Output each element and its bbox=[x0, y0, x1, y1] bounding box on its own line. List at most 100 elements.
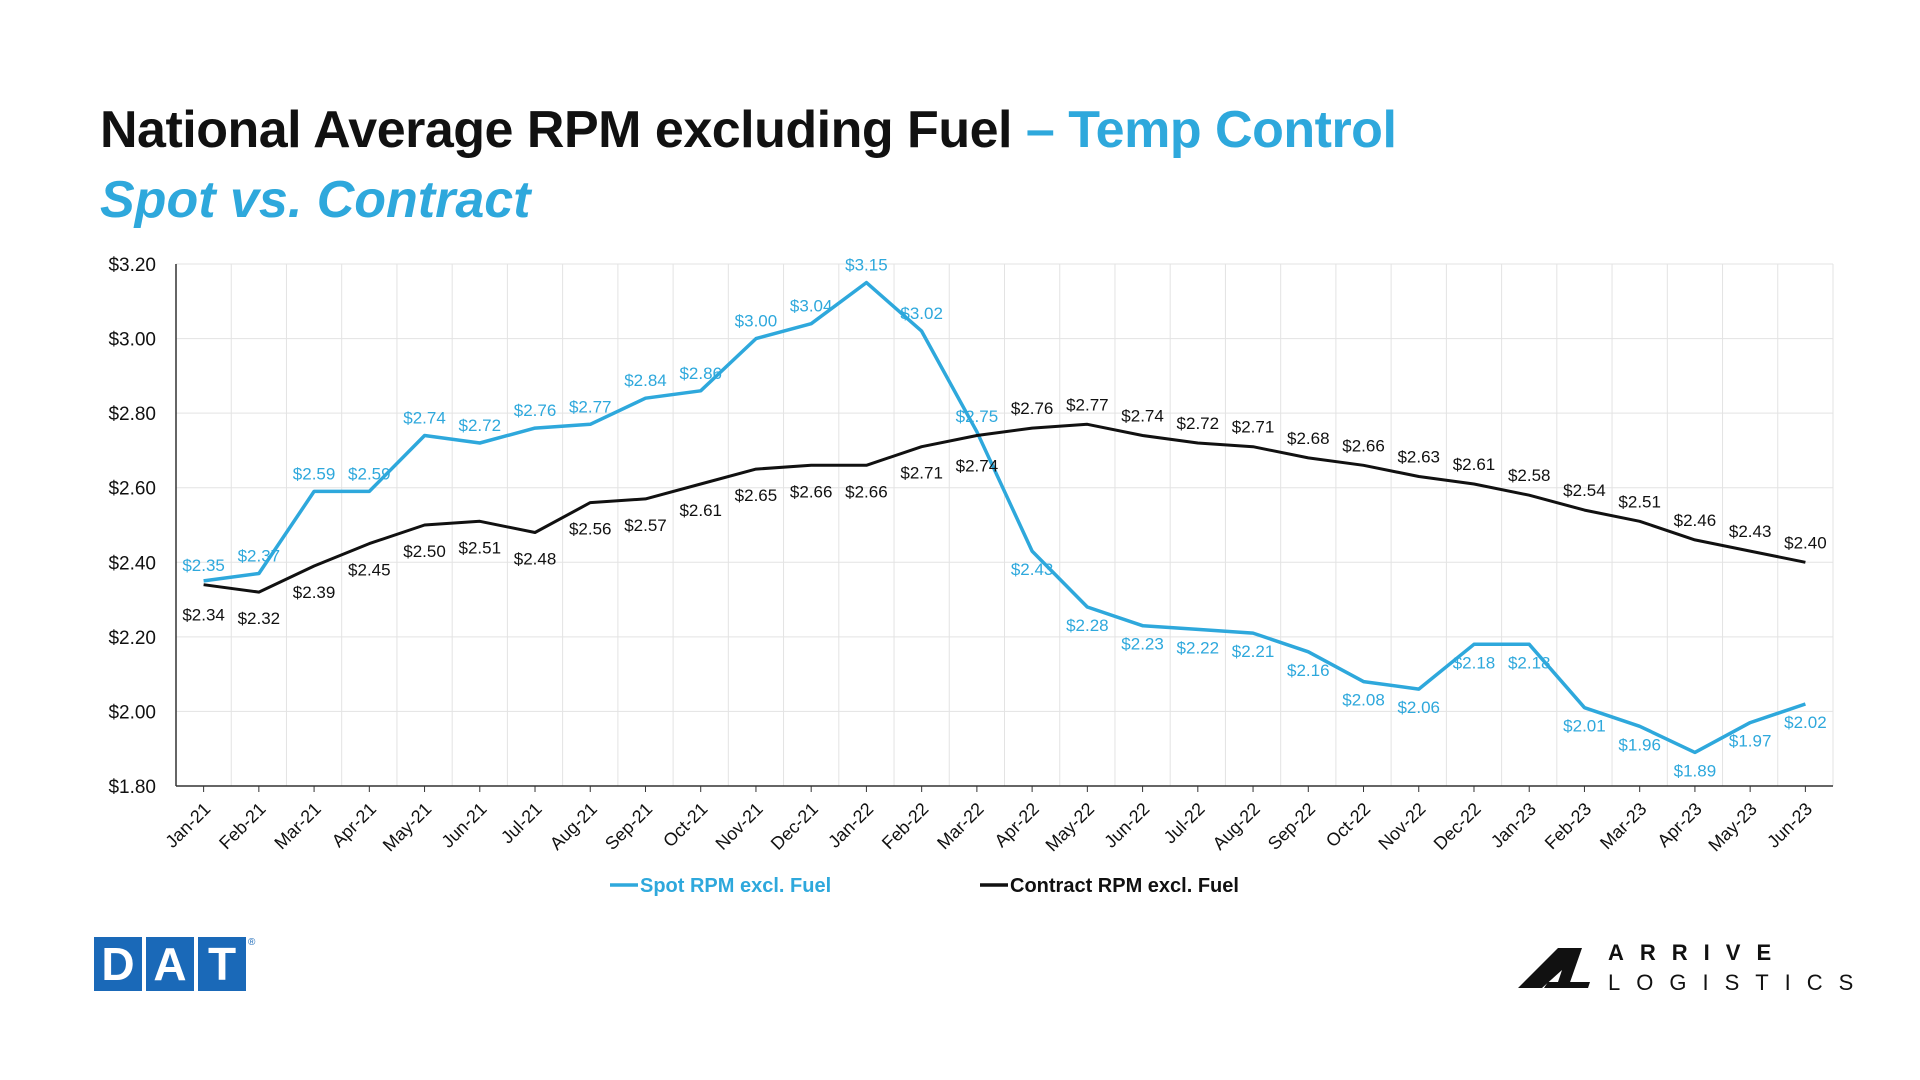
x-tick-label: Jan-23 bbox=[1487, 799, 1540, 852]
spot-data-label: $2.75 bbox=[956, 407, 999, 426]
contract-data-label: $2.71 bbox=[900, 464, 943, 483]
contract-data-label: $2.74 bbox=[956, 457, 999, 476]
x-tick-label: Jan-22 bbox=[824, 799, 877, 852]
spot-data-label: $2.35 bbox=[182, 556, 225, 575]
x-tick-label: Feb-23 bbox=[1541, 799, 1595, 853]
x-tick-label: Aug-22 bbox=[1209, 799, 1264, 854]
y-tick-label: $2.80 bbox=[108, 404, 156, 425]
contract-data-label: $2.34 bbox=[182, 606, 225, 625]
contract-data-label: $2.46 bbox=[1674, 511, 1717, 530]
line-chart: $1.80 $2.00 $2.20 $2.40 $2.60 $2.80 $3.00 $3.20… bbox=[108, 255, 1834, 897]
x-tick-label: Sep-21 bbox=[601, 799, 656, 854]
x-tick-label: Jun-22 bbox=[1100, 799, 1153, 852]
spot-data-label: $2.59 bbox=[293, 464, 336, 483]
x-tick-label: Mar-23 bbox=[1596, 799, 1650, 853]
spot-data-label: $2.22 bbox=[1177, 638, 1220, 657]
x-tick-label: Feb-21 bbox=[215, 799, 269, 853]
spot-data-label: $1.97 bbox=[1729, 732, 1772, 751]
x-tick-label: Nov-22 bbox=[1374, 799, 1429, 854]
y-tick-label: $2.60 bbox=[108, 479, 156, 500]
contract-data-label: $2.50 bbox=[403, 542, 446, 561]
contract-data-label: $2.51 bbox=[1618, 492, 1661, 511]
contract-data-label: $2.32 bbox=[238, 609, 281, 628]
spot-data-label: $2.28 bbox=[1066, 616, 1109, 635]
contract-series-line bbox=[203, 422, 1806, 594]
chart-title-main: National Average RPM excluding Fuel bbox=[100, 101, 1012, 159]
contract-data-label: $2.72 bbox=[1177, 414, 1220, 433]
arrive-a-mark-icon bbox=[1518, 948, 1590, 988]
contract-data-label: $2.76 bbox=[1011, 399, 1054, 418]
spot-data-label: $3.15 bbox=[845, 256, 888, 275]
x-tick-label: Dec-22 bbox=[1430, 799, 1485, 854]
arrive-wordmark: ARRIVE bbox=[1608, 940, 1788, 965]
contract-data-label: $2.40 bbox=[1784, 533, 1827, 552]
spot-data-label: $2.06 bbox=[1397, 698, 1440, 717]
x-tick-label: Nov-21 bbox=[712, 799, 767, 854]
contract-data-label: $2.45 bbox=[348, 561, 391, 580]
y-tick-label: $2.20 bbox=[108, 628, 156, 649]
y-tick-label: $3.00 bbox=[108, 330, 156, 351]
x-tick-label: May-23 bbox=[1704, 799, 1761, 856]
x-tick-label: Aug-21 bbox=[546, 799, 601, 854]
contract-data-label: $2.74 bbox=[1121, 407, 1164, 426]
arrive-logistics-logo: ARRIVE LOGISTICS bbox=[1518, 938, 1869, 998]
dat-registered-mark: ® bbox=[248, 937, 256, 948]
x-tick-label: Sep-22 bbox=[1264, 799, 1319, 854]
contract-data-label: $2.66 bbox=[1342, 436, 1385, 455]
spot-data-label: $1.96 bbox=[1618, 735, 1661, 754]
dat-logo-letter: T bbox=[198, 937, 246, 991]
x-tick-label: Oct-21 bbox=[659, 799, 711, 851]
contract-data-label: $2.77 bbox=[1066, 395, 1109, 414]
y-tick-label: $3.20 bbox=[108, 255, 156, 276]
x-tick-label: Apr-23 bbox=[1653, 799, 1705, 851]
contract-data-label: $2.63 bbox=[1397, 448, 1440, 467]
spot-data-label: $2.23 bbox=[1121, 635, 1164, 654]
x-tick-label: Feb-22 bbox=[878, 799, 932, 853]
chart-title-accent: – Temp Control bbox=[1025, 101, 1397, 159]
x-tick-label: Apr-22 bbox=[991, 799, 1043, 851]
contract-data-label: $2.54 bbox=[1563, 481, 1606, 500]
x-tick-label: Apr-21 bbox=[328, 799, 380, 851]
contract-data-label: $2.71 bbox=[1232, 418, 1275, 437]
x-tick-label: Jul-21 bbox=[497, 799, 546, 848]
spot-data-label: $2.74 bbox=[403, 409, 446, 428]
contract-data-label: $2.56 bbox=[569, 520, 612, 539]
contract-data-label: $2.68 bbox=[1287, 429, 1330, 448]
spot-data-label: $2.84 bbox=[624, 371, 667, 390]
spot-data-label: $2.72 bbox=[459, 416, 502, 435]
legend-label: Spot RPM excl. Fuel bbox=[640, 875, 831, 897]
dat-logo-letter: D bbox=[94, 937, 142, 991]
x-tick-label: Jul-22 bbox=[1160, 799, 1209, 848]
spot-data-label: $2.86 bbox=[679, 364, 722, 383]
x-tick-label: Dec-21 bbox=[767, 799, 822, 854]
x-tick-label: May-21 bbox=[379, 799, 436, 856]
contract-data-label: $2.65 bbox=[735, 486, 778, 505]
spot-data-label: $2.43 bbox=[1011, 560, 1054, 579]
spot-data-label: $3.04 bbox=[790, 297, 833, 316]
contract-data-label: $2.51 bbox=[459, 538, 502, 557]
x-tick-label: Jun-21 bbox=[438, 799, 491, 852]
chart-subtitle: Spot vs. Contract bbox=[100, 171, 531, 229]
spot-data-label: $2.77 bbox=[569, 397, 612, 416]
spot-data-label: $2.18 bbox=[1508, 653, 1551, 672]
spot-data-label: $2.02 bbox=[1784, 713, 1827, 732]
spot-data-label: $2.37 bbox=[238, 546, 281, 565]
spot-data-label: $2.08 bbox=[1342, 691, 1385, 710]
spot-data-label: $3.02 bbox=[900, 304, 943, 323]
spot-data-label: $2.76 bbox=[514, 401, 557, 420]
legend-label: Contract RPM excl. Fuel bbox=[1010, 875, 1239, 897]
spot-data-label: $2.59 bbox=[348, 464, 391, 483]
y-tick-label: $2.00 bbox=[108, 702, 156, 723]
x-tick-label: Mar-21 bbox=[270, 799, 324, 853]
chart-title: National Average RPM excluding Fuel – Te… bbox=[100, 100, 1397, 160]
spot-data-label: $2.18 bbox=[1453, 653, 1496, 672]
contract-data-label: $2.66 bbox=[790, 482, 833, 501]
y-tick-label: $2.40 bbox=[108, 553, 156, 574]
spot-series-line bbox=[203, 280, 1806, 755]
contract-data-label: $2.57 bbox=[624, 516, 667, 535]
x-tick-label: Mar-22 bbox=[933, 799, 987, 853]
spot-data-label: $2.01 bbox=[1563, 717, 1606, 736]
contract-data-label: $2.48 bbox=[514, 549, 557, 568]
contract-data-label: $2.43 bbox=[1729, 522, 1772, 541]
contract-data-label: $2.61 bbox=[679, 501, 722, 520]
